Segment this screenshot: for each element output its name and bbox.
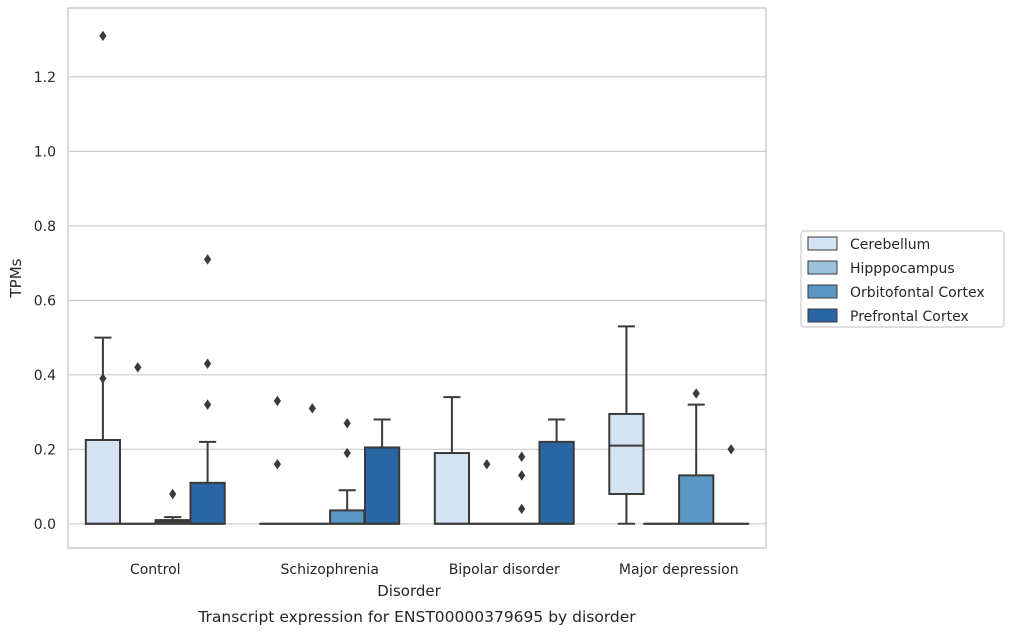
outlier-point <box>727 444 735 455</box>
y-axis-label: TPMs <box>7 258 25 298</box>
legend-swatch <box>807 236 838 251</box>
box-iqr <box>433 452 471 525</box>
outlier-point <box>308 403 316 414</box>
outlier-point <box>343 447 351 459</box>
outlier-point <box>99 373 107 384</box>
outlier-point <box>692 388 700 399</box>
y-tick-label: 0.0 <box>34 517 56 533</box>
box-iqr <box>363 446 401 525</box>
box-prefrontal-cortex <box>189 254 226 525</box>
box-hipppocampus <box>294 403 331 525</box>
legend-swatch <box>807 260 838 275</box>
outlier-point <box>343 418 351 429</box>
outlier-point <box>134 362 142 373</box>
outlier-point <box>518 470 526 481</box>
outlier-point <box>273 395 281 407</box>
box-prefrontal-cortex <box>712 444 750 525</box>
legend-frame <box>800 230 1005 328</box>
outlier-point <box>518 503 526 515</box>
legend-label: Orbitofontal Cortex <box>850 285 985 301</box>
plot-frame <box>67 7 767 549</box>
box-orbitofontal-cortex <box>329 418 366 525</box>
box-hipppocampus <box>468 459 505 525</box>
x-tick-label: Schizophrenia <box>281 562 379 578</box>
box-iqr <box>608 412 645 495</box>
box-iqr <box>538 440 575 525</box>
box-prefrontal-cortex <box>538 418 575 525</box>
legend-label: Hipppocampus <box>850 261 955 277</box>
box-hipppocampus <box>119 362 156 525</box>
box-orbitofontal-cortex <box>503 451 540 525</box>
outlier-point <box>204 358 212 369</box>
box-cerebellum <box>84 30 122 525</box>
y-tick-label: 0.6 <box>34 293 56 309</box>
x-axis-ticks: Control Schizophrenia Bipolar disorder Majo… <box>130 562 739 578</box>
box-cerebellum <box>259 395 296 525</box>
legend-swatch <box>807 308 838 323</box>
x-tick-label: Bipolar disorder <box>449 562 560 578</box>
y-tick-label: 0.8 <box>34 219 56 235</box>
box-iqr <box>678 474 715 525</box>
chart-caption: Transcript expression for ENST0000037969… <box>197 608 636 626</box>
box-cerebellum <box>608 325 645 525</box>
outlier-point <box>273 459 281 470</box>
box-orbitofontal-cortex <box>154 488 191 525</box>
outlier-point <box>169 488 177 500</box>
y-axis-ticks: 0.0 0.2 0.4 0.6 0.8 1.0 1.2 <box>34 70 56 533</box>
y-tick-label: 0.2 <box>34 442 56 458</box>
x-tick-label: Major depression <box>619 562 739 578</box>
outlier-point <box>204 254 212 265</box>
box-iqr <box>189 481 226 525</box>
outlier-point <box>204 399 212 410</box>
x-tick-label: Control <box>130 562 181 578</box>
box-iqr <box>329 509 366 525</box>
legend-swatch <box>807 284 838 299</box>
box-prefrontal-cortex <box>363 418 401 525</box>
outlier-point <box>518 451 526 462</box>
box-orbitofontal-cortex <box>678 388 715 525</box>
y-tick-label: 1.0 <box>34 144 56 160</box>
box-plot-area <box>84 30 750 525</box>
outlier-point <box>483 459 491 470</box>
y-tick-label: 0.4 <box>34 368 56 384</box>
box-iqr <box>84 439 122 525</box>
legend-label: Prefrontal Cortex <box>850 309 969 325</box>
box-cerebellum <box>433 396 471 525</box>
grid-lines <box>68 76 766 525</box>
legend: Cerebellum Hipppocampus Orbitofontal Corte… <box>800 230 1005 328</box>
y-tick-label: 1.2 <box>34 70 56 86</box>
outlier-point <box>99 30 107 42</box>
legend-label: Cerebellum <box>850 237 930 253</box>
x-axis-label: Disorder <box>377 582 441 600</box>
